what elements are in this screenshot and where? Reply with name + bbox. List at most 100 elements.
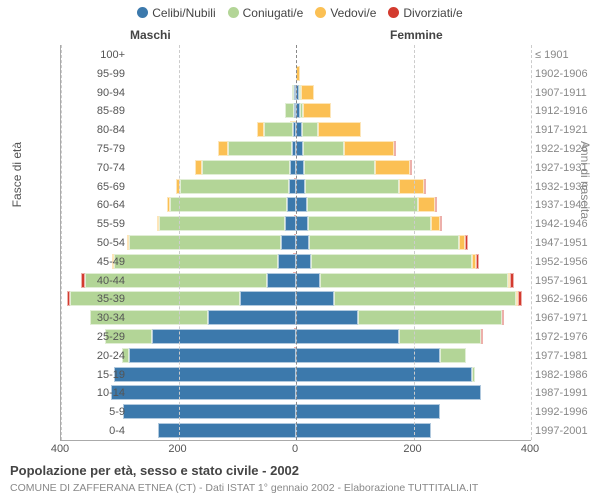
age-label: 100+ xyxy=(70,46,125,64)
bar-male-10-14 xyxy=(111,385,296,400)
birth-year-label: 1947-1951 xyxy=(535,234,600,252)
seg-d xyxy=(481,329,483,344)
seg-c xyxy=(296,179,305,194)
gridline xyxy=(61,45,62,440)
age-label: 65-69 xyxy=(70,178,125,196)
age-label: 90-94 xyxy=(70,84,125,102)
seg-c xyxy=(296,197,307,212)
bar-female-55-59 xyxy=(296,216,442,231)
seg-g xyxy=(170,197,288,212)
seg-g xyxy=(358,310,502,325)
seg-g xyxy=(302,122,318,137)
seg-v xyxy=(303,103,331,118)
bar-female-45-49 xyxy=(296,254,479,269)
legend-label-1: Coniugati/e xyxy=(243,6,304,20)
seg-v xyxy=(195,160,202,175)
age-label: 30-34 xyxy=(70,309,125,327)
female-header: Femmine xyxy=(390,28,443,42)
seg-v xyxy=(218,141,227,156)
seg-d xyxy=(518,291,522,306)
birth-year-label: 1912-1916 xyxy=(535,102,600,120)
age-label: 20-24 xyxy=(70,347,125,365)
bar-female-70-74 xyxy=(296,160,412,175)
legend-dot-3 xyxy=(388,7,399,18)
seg-v xyxy=(375,160,410,175)
seg-g xyxy=(303,141,344,156)
seg-d xyxy=(424,179,426,194)
bar-female-0-4 xyxy=(296,423,431,438)
bar-male-75-79 xyxy=(218,141,296,156)
bar-male-45-49 xyxy=(110,254,296,269)
bar-male-50-54 xyxy=(124,235,296,250)
birth-year-label: ≤ 1901 xyxy=(535,46,600,64)
chart-title: Popolazione per età, sesso e stato civil… xyxy=(10,463,299,478)
seg-d xyxy=(465,235,468,250)
bar-female-50-54 xyxy=(296,235,468,250)
birth-year-label: 1992-1996 xyxy=(535,403,600,421)
legend-label-2: Vedovi/e xyxy=(330,6,376,20)
pyramid-chart-container: Celibi/NubiliConiugati/eVedovi/eDivorzia… xyxy=(0,0,600,500)
birth-year-label: 1957-1961 xyxy=(535,272,600,290)
seg-c xyxy=(208,310,296,325)
bar-female-80-84 xyxy=(296,122,361,137)
birth-year-label: 1927-1931 xyxy=(535,159,600,177)
birth-year-label: 1937-1941 xyxy=(535,196,600,214)
seg-c xyxy=(281,235,296,250)
gridline xyxy=(179,45,180,440)
bar-male-80-84 xyxy=(257,122,296,137)
seg-c xyxy=(123,404,296,419)
x-tick-label: 200 xyxy=(403,443,421,455)
legend: Celibi/NubiliConiugati/eVedovi/eDivorzia… xyxy=(0,6,600,20)
seg-d xyxy=(410,160,412,175)
seg-v xyxy=(344,141,394,156)
birth-year-label: 1997-2001 xyxy=(535,422,600,440)
male-header: Maschi xyxy=(130,28,171,42)
seg-g xyxy=(264,122,293,137)
bar-male-15-19 xyxy=(114,367,296,382)
birth-year-label: 1902-1906 xyxy=(535,65,600,83)
age-label: 0-4 xyxy=(70,422,125,440)
age-label: 80-84 xyxy=(70,121,125,139)
seg-c xyxy=(111,385,296,400)
gridline xyxy=(531,45,532,440)
bar-female-90-94 xyxy=(296,85,314,100)
seg-c xyxy=(289,179,296,194)
age-label: 5-9 xyxy=(70,403,125,421)
bar-male-5-9 xyxy=(123,404,296,419)
seg-g xyxy=(180,179,289,194)
seg-c xyxy=(296,216,308,231)
legend-label-3: Divorziati/e xyxy=(403,6,462,20)
seg-c xyxy=(296,404,440,419)
age-label: 95-99 xyxy=(70,65,125,83)
age-label: 50-54 xyxy=(70,234,125,252)
chart-plot-area xyxy=(60,45,531,441)
bar-female-10-14 xyxy=(296,385,481,400)
age-label: 35-39 xyxy=(70,290,125,308)
birth-year-label: 1972-1976 xyxy=(535,328,600,346)
seg-c xyxy=(296,160,304,175)
birth-year-label: 1952-1956 xyxy=(535,253,600,271)
seg-g xyxy=(440,348,466,363)
seg-c xyxy=(152,329,296,344)
seg-c xyxy=(296,310,358,325)
seg-d xyxy=(510,273,514,288)
bar-male-70-74 xyxy=(193,160,296,175)
bar-female-40-44 xyxy=(296,273,514,288)
birth-year-label: 1987-1991 xyxy=(535,384,600,402)
birth-year-label: 1917-1921 xyxy=(535,121,600,139)
bar-female-15-19 xyxy=(296,367,475,382)
seg-g xyxy=(304,160,375,175)
age-label: 70-74 xyxy=(70,159,125,177)
age-label: 60-64 xyxy=(70,196,125,214)
age-label: 40-44 xyxy=(70,272,125,290)
gridline xyxy=(414,45,415,440)
age-label: 75-79 xyxy=(70,140,125,158)
seg-v xyxy=(399,179,424,194)
seg-c xyxy=(296,273,320,288)
seg-d xyxy=(435,197,437,212)
bar-female-35-39 xyxy=(296,291,522,306)
birth-year-label: 1977-1981 xyxy=(535,347,600,365)
bar-female-75-79 xyxy=(296,141,396,156)
seg-c xyxy=(296,235,309,250)
age-label: 55-59 xyxy=(70,215,125,233)
